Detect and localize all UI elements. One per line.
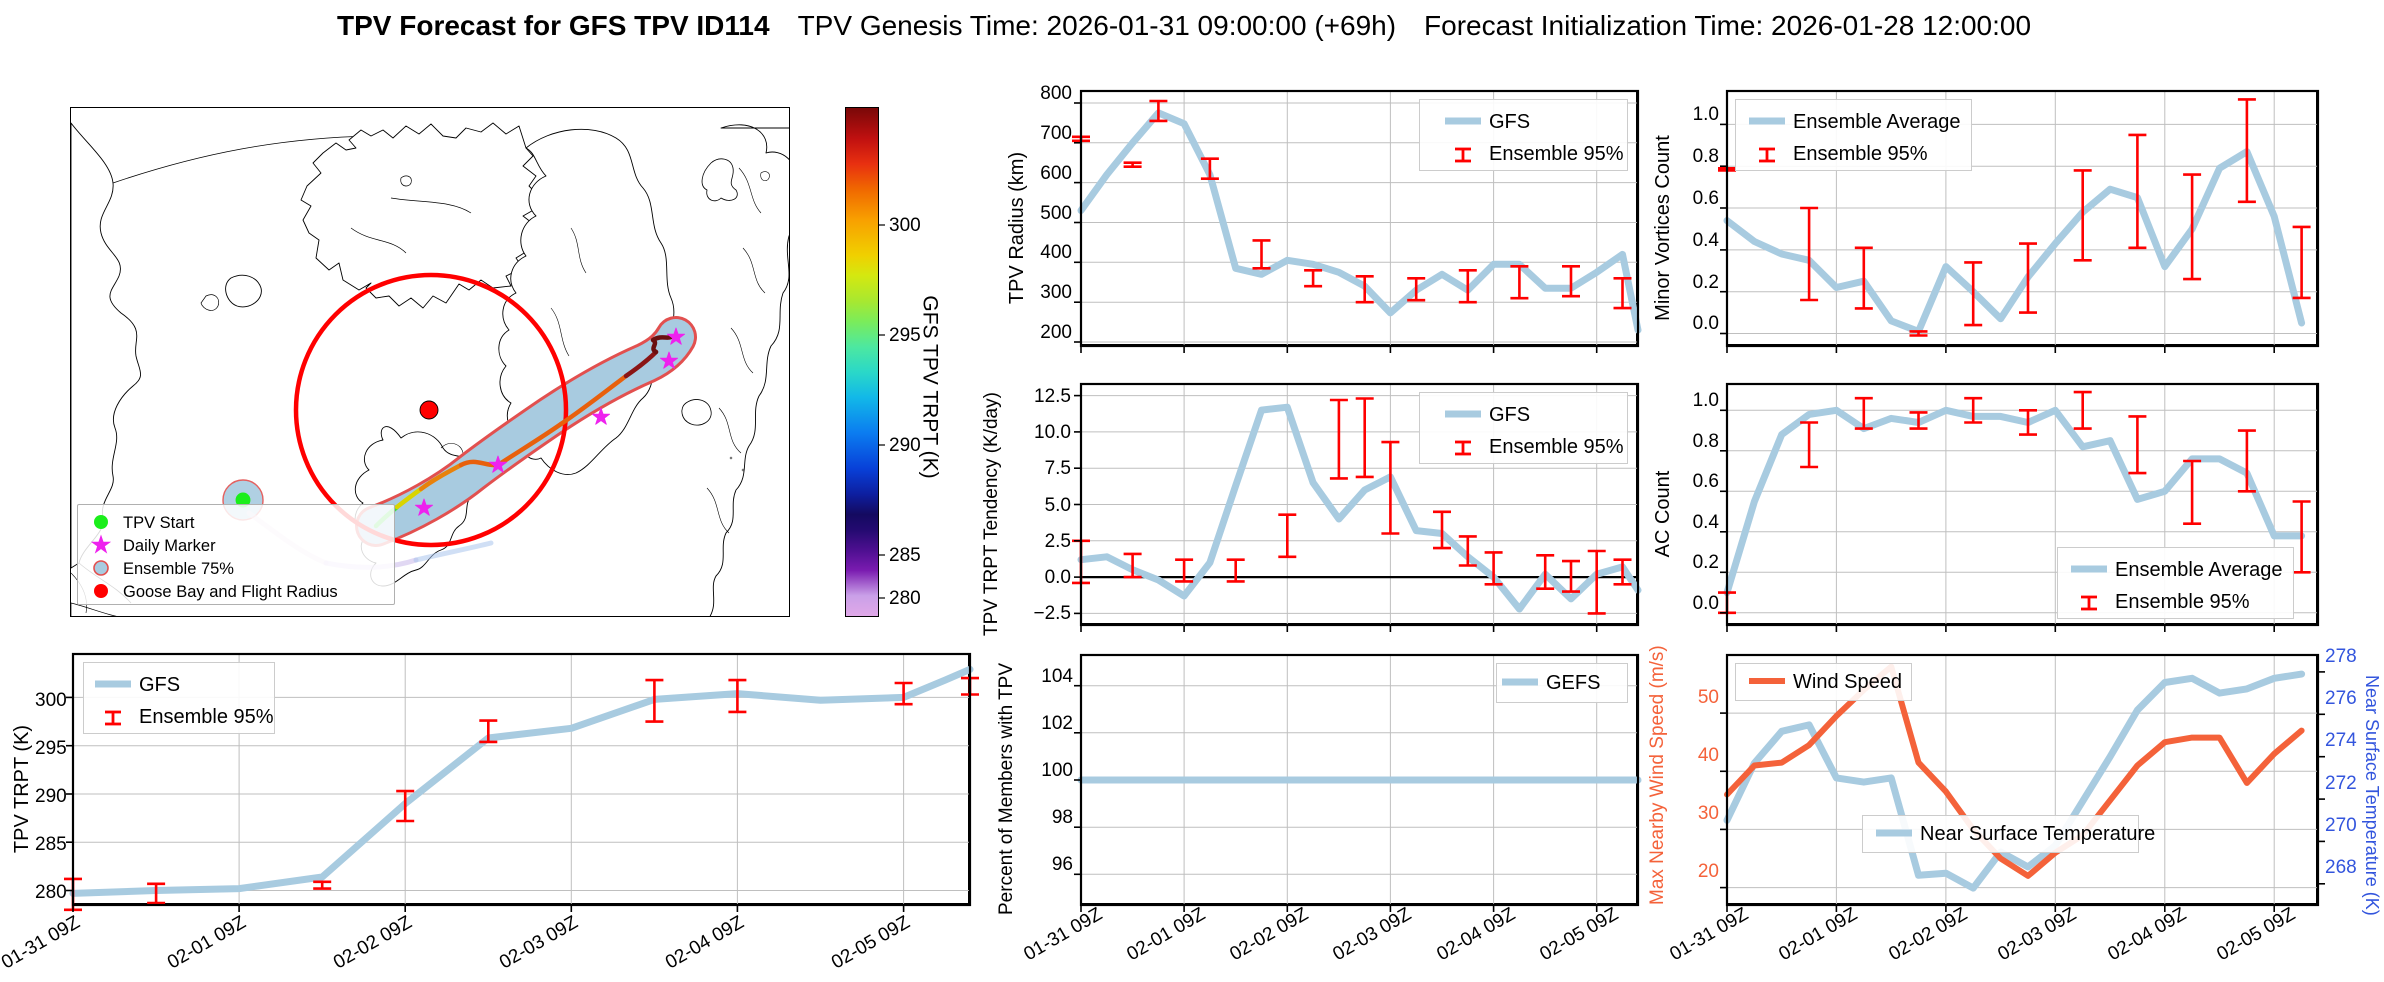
svg-text:TPV Start: TPV Start [123, 514, 195, 532]
svg-text:Ensemble 95%: Ensemble 95% [1793, 143, 1928, 165]
svg-text:Ensemble Average: Ensemble Average [2115, 559, 2283, 581]
svg-text:280: 280 [889, 588, 921, 609]
svg-text:GFS: GFS [1489, 404, 1530, 426]
svg-text:GFS: GFS [1489, 111, 1530, 133]
svg-text:Daily Marker: Daily Marker [123, 537, 216, 555]
svg-text:300: 300 [889, 215, 921, 236]
svg-text:GEFS: GEFS [1546, 672, 1600, 694]
svg-text:GFS: GFS [139, 674, 180, 696]
svg-text:285: 285 [889, 545, 921, 566]
svg-text:Ensemble 95%: Ensemble 95% [1489, 143, 1624, 165]
svg-text:Wind Speed: Wind Speed [1793, 671, 1902, 693]
svg-text:Ensemble 95%: Ensemble 95% [1489, 436, 1624, 458]
svg-text:Ensemble 95%: Ensemble 95% [139, 706, 274, 728]
svg-text:Ensemble Average: Ensemble Average [1793, 111, 1961, 133]
svg-text:Ensemble 95%: Ensemble 95% [2115, 591, 2250, 613]
svg-text:Near Surface Temperature: Near Surface Temperature [1920, 823, 2155, 845]
svg-text:Ensemble 75%: Ensemble 75% [123, 560, 234, 578]
svg-text:Goose Bay and Flight Radius: Goose Bay and Flight Radius [123, 583, 338, 601]
